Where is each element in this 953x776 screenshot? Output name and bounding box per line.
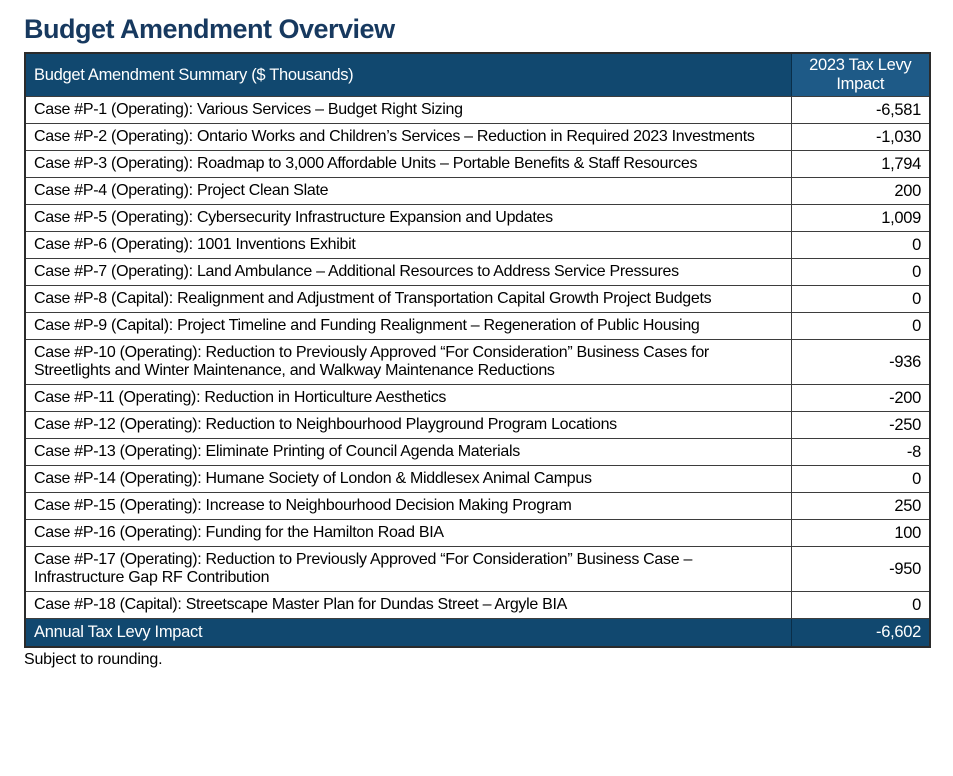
case-label: Case #P-15 (Operating): Increase to Neig… [24, 492, 792, 520]
impact-value: -8 [790, 438, 931, 466]
case-label: Case #P-12 (Operating): Reduction to Nei… [24, 411, 792, 439]
impact-value: 0 [790, 465, 931, 493]
case-label: Case #P-16 (Operating): Funding for the … [24, 519, 792, 547]
case-label: Case #P-1 (Operating): Various Services … [24, 96, 792, 124]
table-row: Case #P-11 (Operating): Reduction in Hor… [24, 384, 931, 412]
budget-amendment-table: Budget Amendment Summary ($ Thousands) 2… [24, 52, 931, 648]
impact-value: 1,009 [790, 204, 931, 232]
table-row: Case #P-18 (Capital): Streetscape Master… [24, 591, 931, 619]
impact-value: -250 [790, 411, 931, 439]
table-row: Case #P-2 (Operating): Ontario Works and… [24, 123, 931, 151]
table-row: Case #P-15 (Operating): Increase to Neig… [24, 492, 931, 520]
summary-column-header: Budget Amendment Summary ($ Thousands) [24, 52, 792, 97]
impact-value: -950 [790, 546, 931, 592]
impact-value: 200 [790, 177, 931, 205]
impact-value: 1,794 [790, 150, 931, 178]
case-label: Case #P-5 (Operating): Cybersecurity Inf… [24, 204, 792, 232]
impact-value: 0 [790, 312, 931, 340]
case-label: Case #P-8 (Capital): Realignment and Adj… [24, 285, 792, 313]
report-page: Budget Amendment Overview Budget Amendme… [24, 14, 931, 668]
page-title: Budget Amendment Overview [24, 14, 395, 44]
impact-value: 100 [790, 519, 931, 547]
case-label: Case #P-3 (Operating): Roadmap to 3,000 … [24, 150, 792, 178]
table-row: Case #P-5 (Operating): Cybersecurity Inf… [24, 204, 931, 232]
case-label: Case #P-17 (Operating): Reduction to Pre… [24, 546, 792, 592]
table-row: Case #P-7 (Operating): Land Ambulance – … [24, 258, 931, 286]
case-label: Case #P-2 (Operating): Ontario Works and… [24, 123, 792, 151]
table-row: Case #P-4 (Operating): Project Clean Sla… [24, 177, 931, 205]
table-row: Case #P-3 (Operating): Roadmap to 3,000 … [24, 150, 931, 178]
table-row: Case #P-9 (Capital): Project Timeline an… [24, 312, 931, 340]
header-row: Budget Amendment Summary ($ Thousands) 2… [24, 52, 931, 97]
table-row: Case #P-13 (Operating): Eliminate Printi… [24, 438, 931, 466]
impact-value: -6,581 [790, 96, 931, 124]
impact-column-header: 2023 Tax Levy Impact [790, 52, 931, 97]
table-row: Case #P-14 (Operating): Humane Society o… [24, 465, 931, 493]
impact-value: 250 [790, 492, 931, 520]
impact-value: 0 [790, 231, 931, 259]
case-label: Case #P-13 (Operating): Eliminate Printi… [24, 438, 792, 466]
impact-value: 0 [790, 285, 931, 313]
table-row: Case #P-6 (Operating): 1001 Inventions E… [24, 231, 931, 259]
total-value: -6,602 [790, 618, 931, 648]
impact-value: -200 [790, 384, 931, 412]
impact-value: -936 [790, 339, 931, 385]
case-label: Case #P-18 (Capital): Streetscape Master… [24, 591, 792, 619]
table-body: Case #P-1 (Operating): Various Services … [24, 96, 931, 619]
impact-value: 0 [790, 591, 931, 619]
total-label: Annual Tax Levy Impact [24, 618, 792, 648]
case-label: Case #P-4 (Operating): Project Clean Sla… [24, 177, 792, 205]
table-row: Case #P-17 (Operating): Reduction to Pre… [24, 546, 931, 592]
case-label: Case #P-11 (Operating): Reduction in Hor… [24, 384, 792, 412]
case-label: Case #P-10 (Operating): Reduction to Pre… [24, 339, 792, 385]
impact-value: 0 [790, 258, 931, 286]
table-header: Budget Amendment Summary ($ Thousands) 2… [24, 52, 931, 97]
table-row: Case #P-16 (Operating): Funding for the … [24, 519, 931, 547]
case-label: Case #P-14 (Operating): Humane Society o… [24, 465, 792, 493]
table-row: Case #P-12 (Operating): Reduction to Nei… [24, 411, 931, 439]
table-footer: Annual Tax Levy Impact -6,602 [24, 618, 931, 648]
case-label: Case #P-9 (Capital): Project Timeline an… [24, 312, 792, 340]
table-row: Case #P-10 (Operating): Reduction to Pre… [24, 339, 931, 385]
case-label: Case #P-6 (Operating): 1001 Inventions E… [24, 231, 792, 259]
table-row: Case #P-8 (Capital): Realignment and Adj… [24, 285, 931, 313]
case-label: Case #P-7 (Operating): Land Ambulance – … [24, 258, 792, 286]
rounding-footnote: Subject to rounding. [24, 651, 163, 668]
total-row: Annual Tax Levy Impact -6,602 [24, 618, 931, 648]
table-row: Case #P-1 (Operating): Various Services … [24, 96, 931, 124]
impact-value: -1,030 [790, 123, 931, 151]
